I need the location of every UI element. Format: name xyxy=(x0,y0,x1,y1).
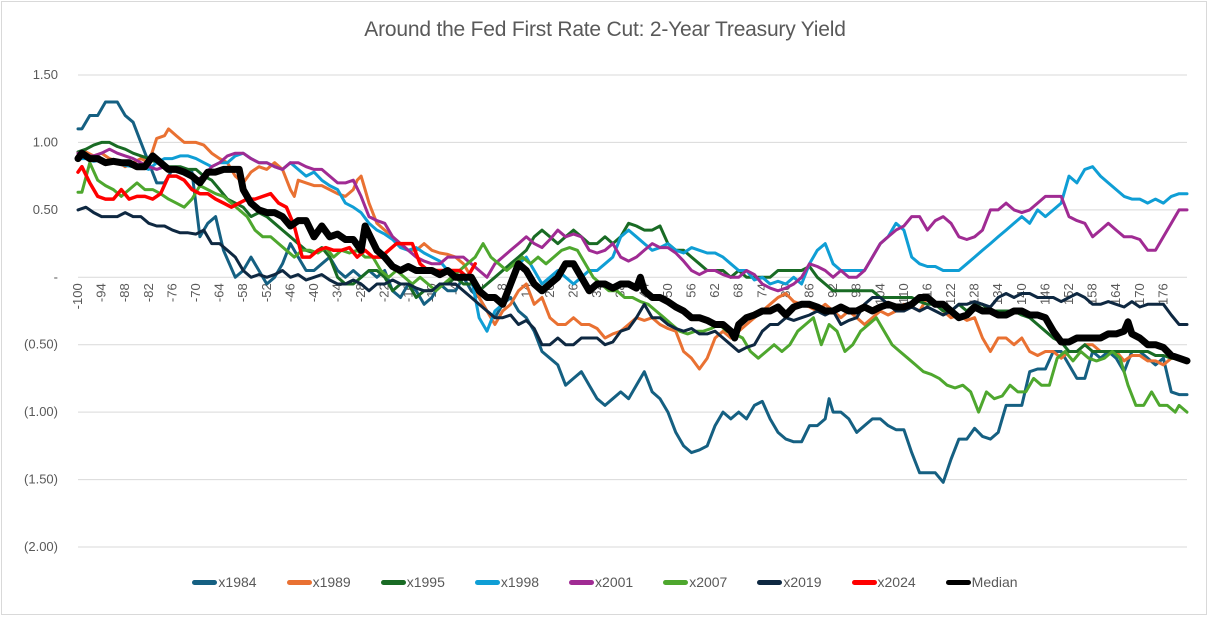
legend-item-x2007: x2007 xyxy=(663,574,727,590)
legend-item-median: Median xyxy=(945,574,1018,590)
x-tick-label: 146 xyxy=(1037,283,1052,305)
x-tick-label: -76 xyxy=(164,283,179,302)
series-line-x1984 xyxy=(76,100,1189,484)
y-tick-label: (1.50) xyxy=(24,472,58,487)
series-lines xyxy=(74,100,1191,484)
x-tick-label: 26 xyxy=(566,283,581,297)
legend-swatch xyxy=(192,579,218,585)
x-tick-label: -58 xyxy=(235,283,250,302)
legend-label: x2007 xyxy=(689,574,728,590)
x-tick-label: 158 xyxy=(1085,283,1100,305)
x-tick-label: 128 xyxy=(967,283,982,305)
legend-swatch xyxy=(286,579,312,585)
legend-label: x1998 xyxy=(500,574,540,590)
x-tick-label: 176 xyxy=(1155,283,1170,305)
y-tick-label: 0.50 xyxy=(33,202,58,217)
series-line-x2024 xyxy=(76,164,477,280)
x-tick-label: 62 xyxy=(707,283,722,297)
x-tick-label: -52 xyxy=(259,283,274,302)
legend-label: x1984 xyxy=(218,574,257,590)
x-tick-label: 134 xyxy=(990,283,1005,305)
x-tick-label: -40 xyxy=(306,283,321,302)
x-tick-label: -64 xyxy=(212,283,227,302)
legend-swatch xyxy=(851,579,877,585)
series-line-x2001 xyxy=(76,147,1189,293)
series-line-x2019 xyxy=(76,205,1189,353)
y-tick-label: 1.00 xyxy=(33,134,58,149)
x-tick-label: 170 xyxy=(1132,283,1147,305)
x-tick-label: 68 xyxy=(731,283,746,297)
legend-swatch xyxy=(474,579,500,585)
x-tick-label: -70 xyxy=(188,283,203,302)
legend-swatch xyxy=(380,579,406,585)
x-tick-label: -28 xyxy=(353,283,368,302)
gridlines xyxy=(78,74,1187,548)
chart-title: Around the Fed First Rate Cut: 2-Year Tr… xyxy=(364,18,846,41)
legend-item-x1989: x1989 xyxy=(286,574,351,590)
legend-item-x2001: x2001 xyxy=(569,574,633,590)
x-tick-label: -22 xyxy=(377,283,392,302)
legend-label: x2001 xyxy=(595,574,634,590)
legend-label: x2024 xyxy=(877,574,916,590)
x-tick-label: 8 xyxy=(495,283,510,290)
legend-label: x2019 xyxy=(783,574,822,590)
legend-label: x1989 xyxy=(312,574,351,590)
x-tick-label: 56 xyxy=(683,283,698,297)
x-tick-label: 164 xyxy=(1108,283,1123,305)
legend-swatch xyxy=(569,579,595,585)
x-tick-label: 86 xyxy=(801,283,816,297)
x-tick-label: -88 xyxy=(117,283,132,302)
legend-label: x1995 xyxy=(406,574,445,590)
x-tick-label: -46 xyxy=(282,283,297,302)
legend-item-x1995: x1995 xyxy=(380,574,445,590)
legend-item-x2024: x2024 xyxy=(851,574,916,590)
legend-swatch xyxy=(945,579,971,585)
x-tick-label: -82 xyxy=(141,283,156,302)
y-tick-label: (1.00) xyxy=(24,404,58,419)
legend-swatch xyxy=(663,579,689,585)
y-tick-label: (0.50) xyxy=(24,337,58,352)
x-tick-label: -94 xyxy=(94,283,109,302)
series-line-median xyxy=(74,149,1191,365)
x-tick-label: -100 xyxy=(70,283,85,309)
legend-swatch xyxy=(757,579,783,585)
legend-item-x1998: x1998 xyxy=(474,574,540,590)
x-tick-label: 122 xyxy=(943,283,958,305)
x-tick-label: 50 xyxy=(660,283,675,297)
x-tick-label: -34 xyxy=(330,283,345,302)
y-tick-label: 1.50 xyxy=(33,67,58,82)
y-tick-label: - xyxy=(54,269,58,284)
legend-label: Median xyxy=(971,574,1018,590)
legend-item-x1984: x1984 xyxy=(192,574,257,590)
x-tick-label: 110 xyxy=(896,283,911,304)
legend: x1984 x1989 x1995 x1998 x2001 x2007 x2019 x2024… xyxy=(0,574,1210,590)
series-line-x1989 xyxy=(76,127,1181,371)
legend-item-x2019: x2019 xyxy=(757,574,822,590)
y-tick-label: (2.00) xyxy=(24,539,58,554)
y-axis-ticks: 1.50 1.00 0.50 - (0.50) (1.00) (1.50) (2.00) xyxy=(24,67,58,554)
series-line-x2007 xyxy=(76,161,1189,414)
